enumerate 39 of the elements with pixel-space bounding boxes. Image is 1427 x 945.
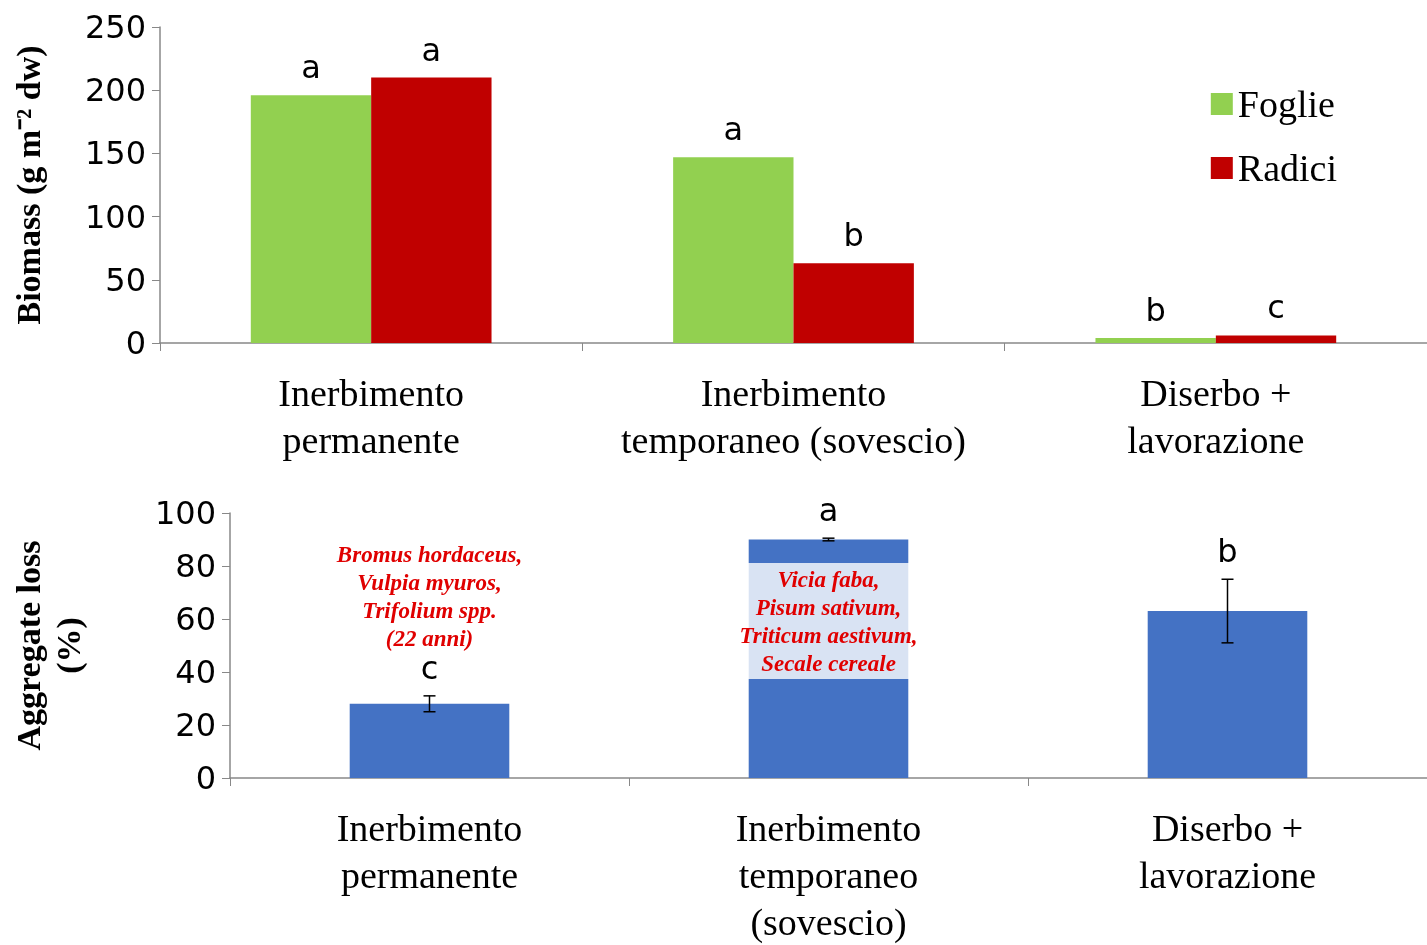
y-tick-label: 100: [84, 197, 146, 236]
bar: [371, 77, 492, 343]
y-axis-title: Biomass (g m⁻² dw): [9, 45, 48, 325]
legend-label: Foglie: [1237, 83, 1335, 125]
y-tick-label: 0: [195, 759, 216, 797]
data-label: b: [1145, 290, 1166, 329]
y-tick-label: 40: [175, 653, 216, 691]
data-label: a: [421, 30, 442, 69]
legend-label: Radici: [1237, 147, 1338, 189]
bar: [1147, 611, 1308, 778]
bar: [793, 263, 914, 343]
x-tick-label: Inerbimento permanente: [278, 371, 465, 461]
data-label: a: [301, 48, 321, 87]
bar: [673, 157, 794, 343]
x-tick-label: Inerbimento permanente: [336, 806, 523, 896]
bar: [349, 703, 510, 778]
data-label: a: [723, 110, 744, 149]
y-tick-label: 60: [175, 600, 216, 638]
y-tick-label: 20: [175, 706, 216, 744]
y-tick-label: 0: [125, 324, 146, 362]
y-tick-label: 150: [84, 134, 146, 173]
y-tick-label: 200: [84, 71, 146, 110]
y-tick-label: 250: [84, 8, 146, 46]
data-label: c: [1267, 288, 1285, 327]
data-label: a: [818, 491, 839, 530]
data-label: b: [1217, 531, 1238, 570]
x-tick-label: Inerbimento temporaneo (sovescio): [735, 806, 922, 944]
bar: [1095, 337, 1216, 343]
bar: [250, 95, 372, 343]
y-tick-label: 80: [175, 547, 216, 585]
annotation: Vicia faba, Pisum sativum, Triticum aestivum, Secale cereale: [739, 566, 918, 676]
y-tick-label: 100: [154, 494, 216, 532]
x-tick-label: Inerbimento temporaneo (sovescio): [620, 371, 967, 462]
bar: [1215, 335, 1337, 343]
data-label: b: [843, 216, 864, 255]
x-tick-label: Diserbo + lavorazione: [1127, 371, 1305, 461]
y-tick-label: 50: [105, 260, 146, 299]
x-tick-label: Diserbo + lavorazione: [1138, 806, 1317, 896]
y-axis-title: Aggregate loss (%): [9, 540, 88, 751]
